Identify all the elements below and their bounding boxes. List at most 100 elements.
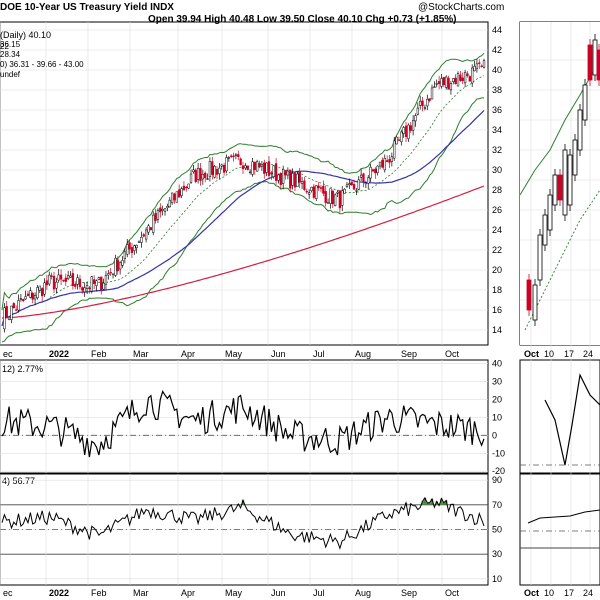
zoom-candle-body — [572, 139, 578, 176]
candle-body — [270, 172, 273, 175]
candle-body — [149, 227, 153, 231]
price-label: (Daily) 40.10 — [0, 30, 51, 40]
candle-body — [367, 177, 370, 184]
candle-body — [300, 181, 304, 184]
main-series — [1, 52, 486, 343]
bottom-x-axis: ec 2022 Feb Mar Apr May Jun Jul Aug Sep Oct — [3, 588, 460, 598]
candle-body — [118, 262, 122, 270]
candle-body — [355, 190, 358, 192]
candle-body — [83, 287, 86, 293]
candle-body — [55, 281, 58, 289]
y-tick-label: 40 — [492, 65, 502, 75]
candle-body — [69, 275, 72, 278]
candle-body — [272, 165, 275, 178]
candle-body — [208, 161, 212, 177]
candle-body — [284, 170, 287, 176]
candle-body — [258, 163, 261, 168]
candle-body — [376, 165, 379, 173]
candle-body — [248, 171, 252, 173]
candle-body — [104, 275, 108, 285]
ma50-line — [1, 110, 485, 327]
candle-body — [253, 161, 256, 170]
candle-body — [232, 155, 235, 158]
candle-body — [24, 296, 27, 300]
candle-body — [381, 159, 384, 168]
roc-line — [1, 390, 485, 458]
bollinger-upper — [1, 52, 485, 311]
rsi-series — [1, 496, 485, 550]
candle-body — [168, 199, 171, 208]
candle-body — [383, 158, 386, 171]
y-tick-label: 20 — [492, 265, 502, 275]
ohlc-readout: Open 39.94 High 40.48 Low 39.50 Close 40… — [148, 14, 456, 25]
candle-body — [350, 181, 353, 186]
candle-body — [265, 162, 268, 173]
candle-body — [41, 288, 44, 297]
rsi-y-tick: 30 — [492, 549, 502, 559]
zoom-candle-body — [552, 174, 558, 206]
candle-body — [341, 190, 344, 206]
candle-body — [10, 305, 13, 320]
x-tick-label: Apr — [181, 349, 195, 359]
candle-body — [50, 275, 53, 277]
x-tick-label: Jun — [271, 349, 286, 359]
zoom-roc-frame — [519, 359, 600, 474]
candle-body — [225, 157, 228, 172]
candle-body — [317, 185, 320, 189]
roc-y-tick: 0 — [492, 430, 497, 440]
candle-body — [466, 73, 469, 77]
candle-body — [215, 169, 219, 175]
candle-body — [428, 98, 431, 101]
candle-body — [296, 173, 299, 188]
candle-body — [244, 165, 247, 169]
bottom-x-label: May — [225, 588, 243, 598]
candle-body — [175, 191, 178, 203]
y-tick-label: 16 — [492, 305, 502, 315]
candle-body — [241, 165, 245, 170]
rsi-overbought-fill — [430, 498, 434, 505]
candle-body — [298, 171, 301, 183]
chart-title: DOE 10-Year US Treasury Yield INDX — [0, 2, 174, 13]
rsi-overbought-fill — [423, 497, 427, 505]
candle-body — [371, 169, 375, 172]
candle-body — [260, 164, 264, 167]
candle-body — [126, 244, 129, 255]
bollinger-mid — [1, 75, 485, 327]
candle-body — [440, 78, 443, 87]
x-tick-label: Sep — [401, 349, 417, 359]
rsi-overbought-fill — [428, 502, 431, 505]
x-tick-label: Mar — [133, 349, 149, 359]
candle-body — [180, 188, 183, 196]
candle-body — [156, 210, 160, 220]
main-y-axis: 44 42 40 38 36 34 32 30 28 26 24 22 20 18 16 14 — [492, 25, 502, 335]
candle-body — [78, 278, 82, 288]
candle-body — [163, 208, 167, 212]
y-tick-label: 30 — [492, 165, 502, 175]
roc-label: 12) 2.77% — [2, 364, 43, 374]
candle-body — [26, 293, 30, 296]
candle-body — [19, 298, 23, 300]
candle-body — [324, 191, 327, 203]
candle-body — [411, 120, 415, 131]
candle-body — [90, 276, 93, 292]
candle-body — [319, 187, 323, 189]
candle-body — [196, 167, 200, 180]
candle-body — [128, 242, 131, 250]
x-tick-label: Oct — [445, 349, 460, 359]
candle-body — [246, 165, 249, 170]
candle-body — [267, 161, 271, 176]
watermark: @StockCharts.com — [418, 2, 504, 13]
candle-body — [220, 164, 223, 167]
legend-line-3: 22 — [0, 42, 9, 51]
candle-body — [187, 183, 190, 189]
roc-y-tick: -10 — [492, 448, 505, 458]
candle-body — [312, 186, 316, 198]
zoom-rsi-frame — [519, 473, 600, 586]
candle-body — [85, 285, 89, 290]
candle-body — [57, 274, 60, 281]
candle-body — [67, 275, 70, 280]
rsi-overbought-fill — [440, 498, 443, 505]
zoom-bottom-x-label: 24 — [583, 588, 593, 598]
roc-panel: 12) 2.77% 40 30 20 10 0 -10 -20 — [0, 359, 505, 476]
candle-body — [378, 161, 382, 167]
